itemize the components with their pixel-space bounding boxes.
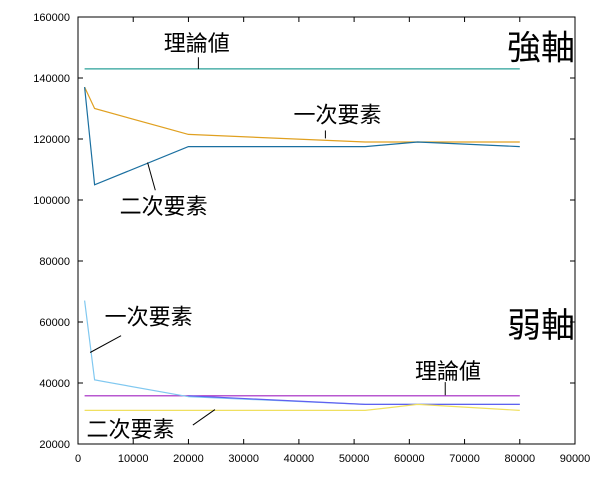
leader-second-order-weak (192, 409, 216, 426)
leader-second-order-strong (147, 162, 156, 191)
y-tick-label: 160000 (33, 12, 70, 24)
series-line-1 (84, 86, 520, 143)
leader-first-order-weak (89, 335, 122, 353)
plot-frame (77, 16, 576, 445)
x-tick-label: 90000 (560, 453, 591, 465)
annotation-first-order-strong: 一次要素 (294, 104, 382, 129)
x-tick-label: 30000 (228, 453, 259, 465)
label-strong-axis: 強軸 (507, 29, 575, 69)
annotation-second-order-weak: 二次要素 (86, 418, 174, 443)
label-weak-axis: 弱軸 (507, 306, 575, 346)
annotation-second-order-strong: 二次要素 (120, 195, 208, 220)
x-tick-label: 10000 (118, 453, 149, 465)
y-tick-label: 20000 (39, 439, 70, 451)
series-layer (84, 68, 520, 411)
y-tick-label: 120000 (33, 134, 70, 146)
series-line-6 (84, 403, 520, 411)
annotation-theory-strong: 理論値 (164, 32, 230, 57)
axis-ticks: 0 10000 20000 30000 40000 50000 60000 70000 8000… (33, 12, 590, 465)
x-tick-label: 0 (75, 453, 81, 465)
y-tick-label: 100000 (33, 195, 70, 207)
y-tick-label: 140000 (33, 73, 70, 85)
x-tick-label: 60000 (394, 453, 425, 465)
x-tick-label: 20000 (173, 453, 204, 465)
x-tick-label: 40000 (284, 453, 315, 465)
x-tick-label: 70000 (449, 453, 480, 465)
y-tick-label: 40000 (39, 378, 70, 390)
x-tick-label: 80000 (504, 453, 535, 465)
annotation-theory-weak: 理論値 (415, 360, 481, 385)
x-tick-label: 50000 (339, 453, 370, 465)
y-tick-label: 80000 (39, 256, 70, 268)
annotation-leaders (89, 57, 446, 426)
series-line-5 (188, 395, 520, 405)
annotation-first-order-weak: 一次要素 (105, 306, 193, 331)
series-line-2 (84, 87, 520, 186)
y-tick-label: 60000 (39, 317, 70, 329)
